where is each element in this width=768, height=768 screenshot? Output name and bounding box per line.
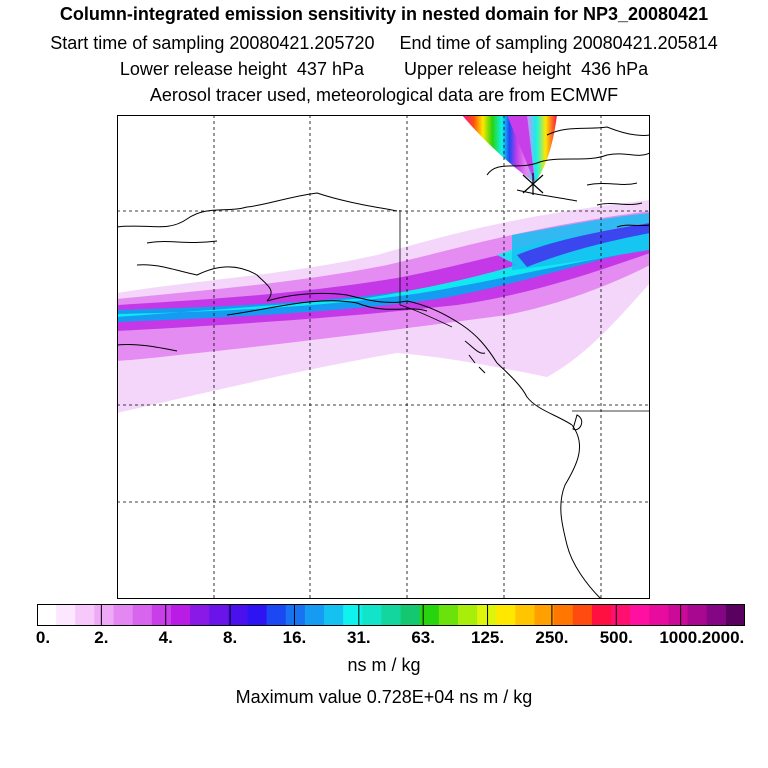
colorbar-segment xyxy=(457,604,478,626)
colorbar-segment xyxy=(132,604,153,626)
sampling-time-line: Start time of sampling 20080421.205720 E… xyxy=(50,33,718,53)
colorbar-tick-label: 31. xyxy=(346,628,371,647)
colorbar-segment xyxy=(113,604,134,626)
colorbar-segment xyxy=(649,604,669,626)
colorbar-segment xyxy=(725,604,745,626)
colorbar-segment xyxy=(228,604,248,626)
colorbar-segment xyxy=(630,604,650,626)
colorbar-segment xyxy=(706,604,727,626)
colorbar-segment xyxy=(304,604,325,626)
colorbar-segment xyxy=(151,604,172,626)
map-frame xyxy=(117,115,650,599)
colorbar-segment xyxy=(170,604,191,626)
color-scale-bar xyxy=(37,604,745,626)
colorbar-tick-label: 250. xyxy=(535,628,569,647)
colorbar-segment xyxy=(285,604,306,626)
colorbar-segment xyxy=(37,604,57,626)
colorbar-segment xyxy=(400,604,421,626)
colorbar-tick-label: 1000. xyxy=(659,628,702,647)
map-title: Column-integrated emission sensitivity i… xyxy=(59,4,709,24)
colorbar-tick-label: 500. xyxy=(599,628,633,647)
colorbar-segment xyxy=(496,604,516,626)
colorbar-segment xyxy=(324,604,344,626)
plume-violet xyxy=(117,223,650,331)
colorbar-segment xyxy=(572,604,593,626)
graticule xyxy=(117,115,650,599)
release-height-line: Lower release height 437 hPa Upper relea… xyxy=(119,59,649,79)
colorbar-segment xyxy=(591,604,612,626)
colorbar-segment xyxy=(419,604,440,626)
colorbar-segment xyxy=(266,604,287,626)
colorbar-tick-label: 8. xyxy=(222,628,238,647)
tracer-info-line: Aerosol tracer used, meteorological data… xyxy=(149,85,619,105)
colorbar-tick-label: 2000. xyxy=(701,628,745,647)
colorbar-segment xyxy=(438,604,459,626)
colorbar-segment xyxy=(381,604,402,626)
colorbar-segment xyxy=(515,604,536,626)
units-label: ns m / kg xyxy=(347,655,421,675)
colorbar-tick-label: 16. xyxy=(282,628,307,647)
maximum-value-label: Maximum value 0.728E+04 ns m / kg xyxy=(235,687,533,707)
colorbar-tick-label: 63. xyxy=(411,628,435,647)
colorbar-tick-label: 0. xyxy=(35,628,51,647)
colorbar-tick-label: 125. xyxy=(470,628,505,647)
colorbar-segment xyxy=(611,604,631,626)
colorbar-segment xyxy=(477,604,497,626)
release-fan xyxy=(462,115,557,183)
coastlines xyxy=(117,126,650,599)
colorbar-segment xyxy=(687,604,708,626)
plume-east-blue xyxy=(517,223,650,267)
colorbar-frame xyxy=(37,604,745,626)
borders xyxy=(399,210,650,412)
colorbar-segment xyxy=(56,604,76,626)
colorbar-segment xyxy=(553,604,574,626)
colorbar-tick-label: 4. xyxy=(158,628,173,647)
colorbar-segment xyxy=(343,604,363,626)
colorbar-segment xyxy=(534,604,555,626)
colorbar-segment xyxy=(362,604,382,626)
plume-core-blue xyxy=(117,241,650,322)
colorbar-segment xyxy=(247,604,268,626)
sensitivity-map xyxy=(117,115,650,599)
colorbar-tick-label: 2. xyxy=(94,628,109,647)
colorbar-segment xyxy=(94,604,115,626)
colorbar-segment xyxy=(668,604,689,626)
colorbar-segment xyxy=(209,604,229,626)
release-point-marker xyxy=(522,173,544,195)
release-fan-core xyxy=(507,115,535,183)
colorbar-segment xyxy=(190,604,210,626)
colorbar-segment xyxy=(75,604,95,626)
